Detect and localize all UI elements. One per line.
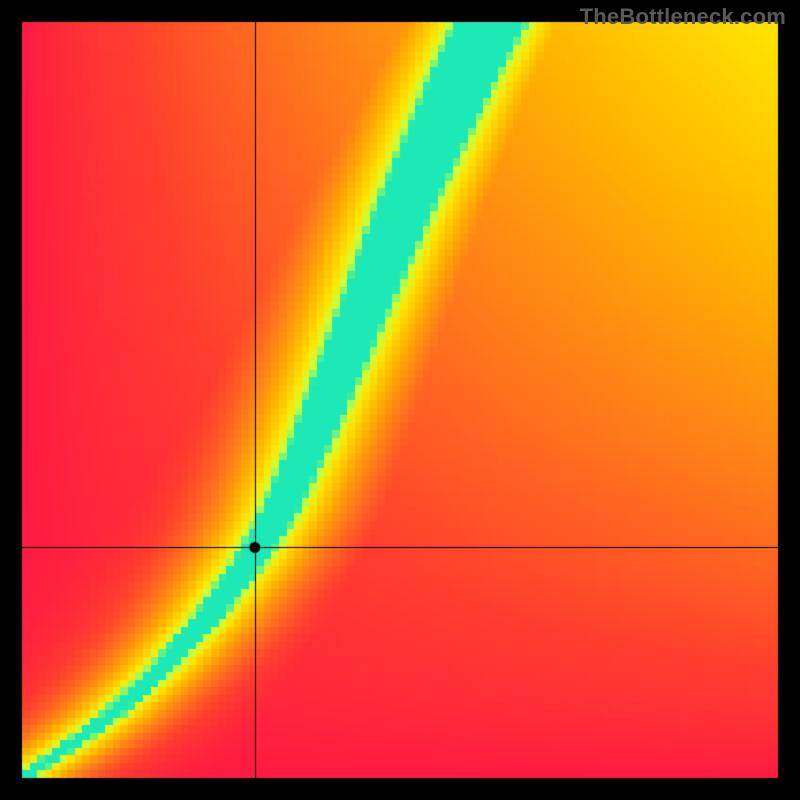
chart-container: TheBottleneck.com [0,0,800,800]
watermark-text: TheBottleneck.com [580,4,786,30]
bottleneck-heatmap-canvas [0,0,800,800]
